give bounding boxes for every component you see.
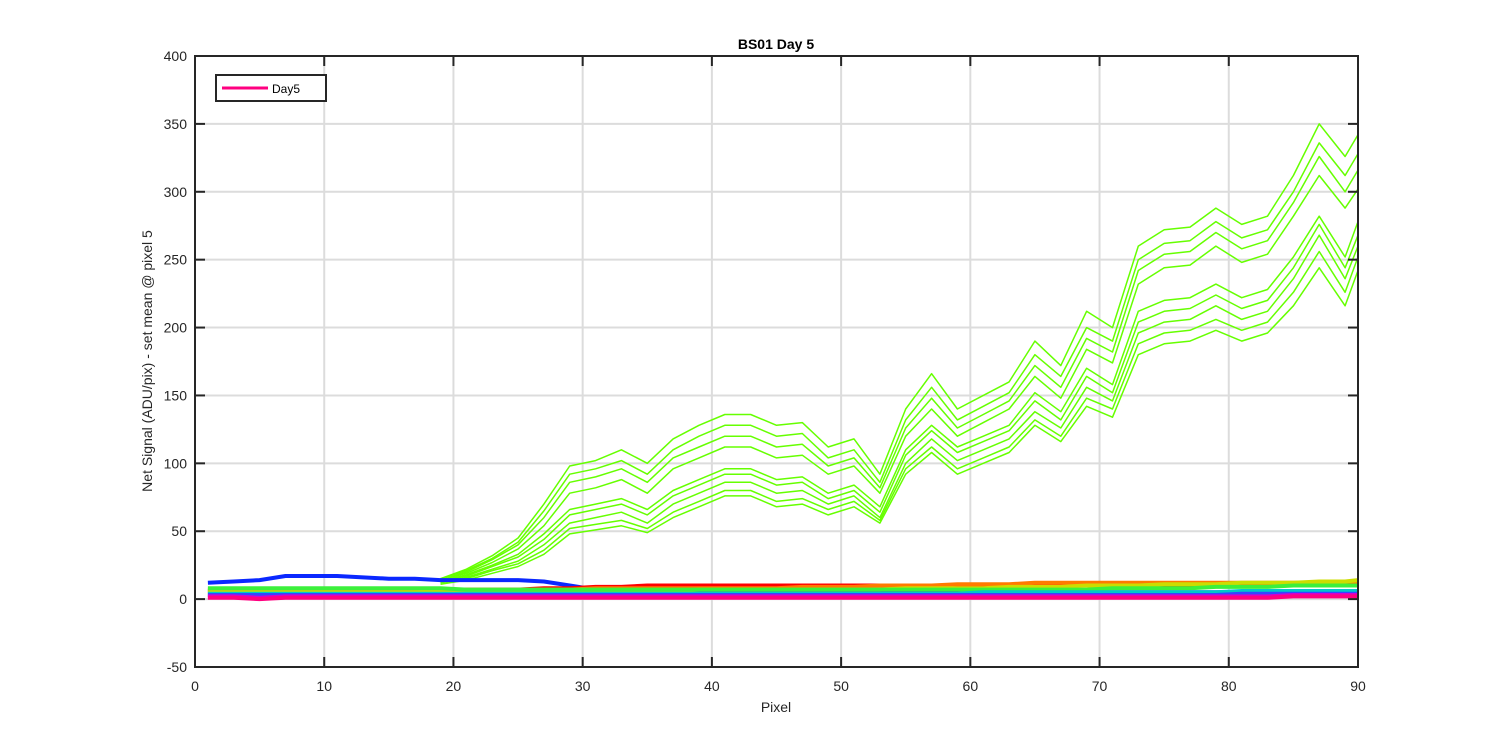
y-tick-label: 200 [164, 320, 188, 336]
y-tick-label: 400 [164, 48, 188, 64]
chart-title: BS01 Day 5 [738, 36, 814, 52]
y-tick-label: 150 [164, 387, 188, 403]
series-line [440, 223, 1359, 583]
axes-frame [194, 55, 1359, 668]
y-tick-label: 0 [179, 591, 187, 607]
x-tick-label: 90 [1350, 678, 1366, 694]
series-line [440, 174, 1359, 581]
legend: Day5 [215, 74, 327, 102]
y-axis-label: Net Signal (ADU/pix) - set mean @ pixel … [139, 230, 155, 492]
x-tick-label: 70 [1092, 678, 1108, 694]
x-tick-label: 50 [833, 678, 849, 694]
series-line [207, 583, 1358, 592]
x-tick-label: 20 [446, 678, 462, 694]
x-tick-label: 30 [575, 678, 591, 694]
series-line [440, 250, 1359, 584]
series-line [440, 215, 1359, 583]
series-line [440, 267, 1359, 585]
x-tick-labels: 0 10 20 30 40 50 60 70 80 90 [191, 678, 1366, 694]
x-tick-label: 80 [1221, 678, 1237, 694]
y-tick-label: -50 [167, 659, 187, 675]
y-tick-labels: -50 0 50 100 150 200 250 300 350 400 [164, 48, 188, 675]
x-tick-label: 40 [704, 678, 720, 694]
series-line [440, 142, 1359, 580]
y-tick-label: 250 [164, 252, 188, 268]
series-line [440, 123, 1359, 580]
series-layer [207, 123, 1359, 602]
legend-label-day5: Day5 [272, 82, 300, 96]
x-axis-label: Pixel [761, 699, 791, 715]
tick-marks [194, 55, 1359, 668]
series-line [440, 234, 1359, 584]
x-tick-label: 0 [191, 678, 199, 694]
series-line [440, 155, 1359, 581]
axes-background [195, 56, 1358, 667]
x-tick-label: 60 [963, 678, 979, 694]
y-tick-label: 100 [164, 455, 188, 471]
y-tick-label: 50 [171, 523, 187, 539]
y-tick-label: 350 [164, 116, 188, 132]
x-tick-label: 10 [316, 678, 332, 694]
y-tick-label: 300 [164, 184, 188, 200]
series-line [207, 594, 1358, 602]
